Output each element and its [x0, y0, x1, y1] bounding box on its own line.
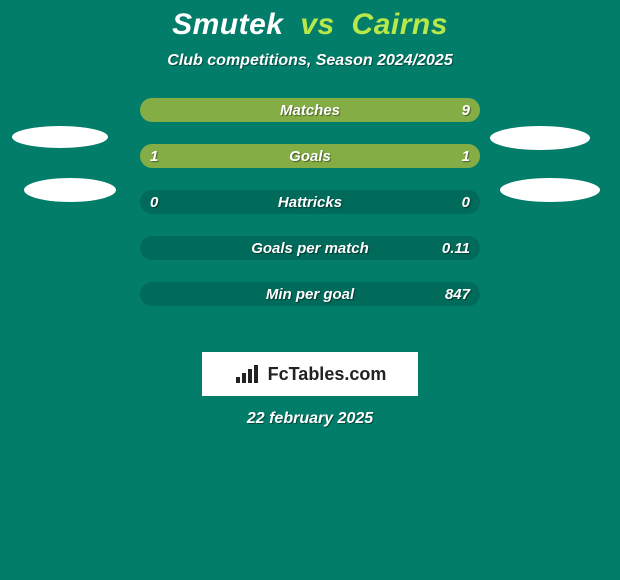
stat-label: Goals — [140, 148, 480, 165]
logo-text: FcTables.com — [268, 364, 387, 385]
title-vs: vs — [300, 8, 334, 41]
title-player1: Smutek — [172, 8, 283, 41]
stat-right-value: 847 — [445, 286, 470, 303]
left-ellipse-2 — [24, 178, 116, 202]
stat-bar: Goals per match0.11 — [140, 236, 480, 260]
stat-label: Matches — [140, 102, 480, 119]
stat-bar: 0Hattricks0 — [140, 190, 480, 214]
right-ellipse-2 — [500, 178, 600, 202]
stat-label: Min per goal — [140, 286, 480, 303]
right-ellipse-1 — [490, 126, 590, 150]
stat-right-value: 1 — [462, 148, 470, 165]
stat-bar: Matches9 — [140, 98, 480, 122]
stat-label: Goals per match — [140, 240, 480, 257]
stat-right-value: 0.11 — [442, 240, 470, 257]
canvas: Smutek vs Cairns Club competitions, Seas… — [0, 0, 620, 580]
stat-right-value: 0 — [462, 194, 470, 211]
stat-row: Goals per match0.11 — [0, 236, 620, 282]
stat-label: Hattricks — [140, 194, 480, 211]
stat-left-value: 0 — [150, 194, 158, 211]
date-text: 22 february 2025 — [0, 410, 620, 428]
stat-left-value: 1 — [150, 148, 158, 165]
title-player2: Cairns — [352, 8, 448, 41]
stat-bar: Min per goal847 — [140, 282, 480, 306]
stat-bar: 1Goals1 — [140, 144, 480, 168]
stat-right-value: 9 — [462, 102, 470, 119]
stat-row: Min per goal847 — [0, 282, 620, 328]
bars-icon — [234, 363, 262, 385]
left-ellipse-1 — [12, 126, 108, 148]
page-title: Smutek vs Cairns — [0, 0, 620, 42]
fctables-logo: FcTables.com — [202, 352, 418, 396]
subtitle: Club competitions, Season 2024/2025 — [0, 52, 620, 70]
